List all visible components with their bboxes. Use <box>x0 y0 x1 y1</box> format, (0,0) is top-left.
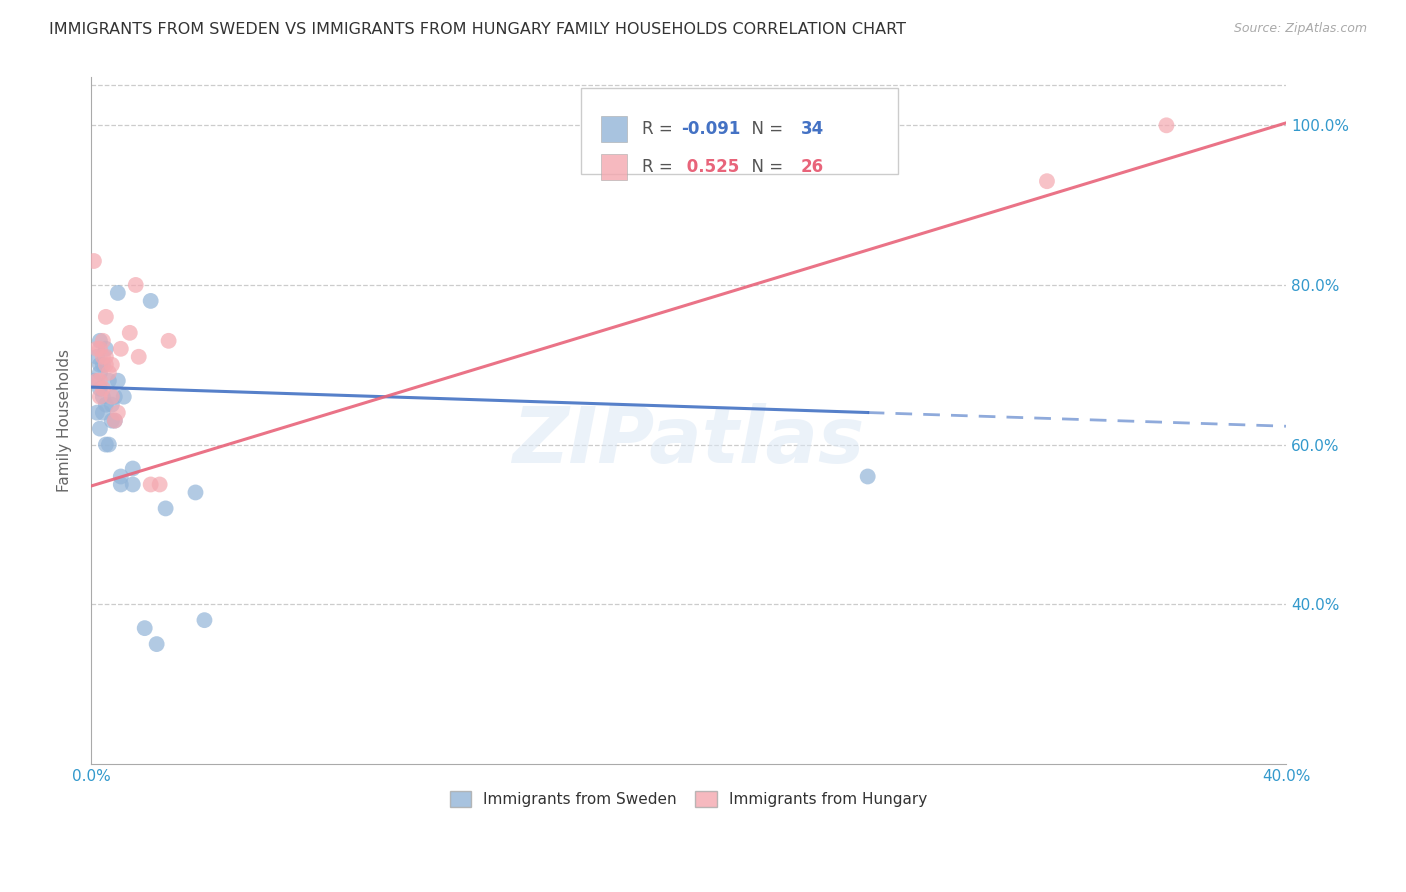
Point <box>104 414 127 428</box>
Point <box>91 382 114 396</box>
Point <box>121 461 143 475</box>
Text: R =: R = <box>641 158 678 176</box>
Point <box>155 501 177 516</box>
Point <box>107 406 129 420</box>
Point <box>86 342 108 356</box>
Point <box>89 366 111 380</box>
Point <box>101 414 124 428</box>
Point <box>104 414 127 428</box>
Point <box>94 437 117 451</box>
Point <box>107 374 129 388</box>
Point <box>86 374 108 388</box>
Point <box>149 477 172 491</box>
Text: N =: N = <box>741 120 789 138</box>
Text: Source: ZipAtlas.com: Source: ZipAtlas.com <box>1233 22 1367 36</box>
Point <box>97 437 120 451</box>
Point <box>145 637 167 651</box>
FancyBboxPatch shape <box>581 87 897 174</box>
Bar <box>602 153 627 179</box>
Point <box>91 334 114 348</box>
Point <box>91 390 114 404</box>
Bar <box>602 116 627 142</box>
Point <box>89 422 111 436</box>
Point <box>83 374 105 388</box>
Text: 0.525: 0.525 <box>682 158 740 176</box>
Point <box>89 334 111 348</box>
Point <box>86 350 108 364</box>
Point <box>856 469 879 483</box>
Point <box>1156 119 1178 133</box>
Point <box>89 374 111 388</box>
Point <box>110 469 132 483</box>
Point <box>94 342 117 356</box>
Point <box>193 613 215 627</box>
Point <box>89 342 111 356</box>
Point <box>94 310 117 324</box>
Text: -0.091: -0.091 <box>682 120 741 138</box>
Text: R =: R = <box>641 120 678 138</box>
Point <box>134 621 156 635</box>
Point <box>107 285 129 300</box>
Text: 26: 26 <box>801 158 824 176</box>
Text: IMMIGRANTS FROM SWEDEN VS IMMIGRANTS FROM HUNGARY FAMILY HOUSEHOLDS CORRELATION : IMMIGRANTS FROM SWEDEN VS IMMIGRANTS FRO… <box>49 22 907 37</box>
Point <box>86 406 108 420</box>
Point <box>110 342 132 356</box>
Point <box>104 390 127 404</box>
Point <box>139 477 162 491</box>
Point <box>125 277 148 292</box>
Point <box>128 350 150 364</box>
Point <box>83 254 105 268</box>
Point <box>94 398 117 412</box>
Point <box>94 358 117 372</box>
Point <box>89 382 111 396</box>
Point <box>110 477 132 491</box>
Point <box>139 293 162 308</box>
Point <box>91 406 114 420</box>
Legend: Immigrants from Sweden, Immigrants from Hungary: Immigrants from Sweden, Immigrants from … <box>441 783 935 814</box>
Point <box>91 358 114 372</box>
Point <box>112 390 135 404</box>
Point <box>1036 174 1059 188</box>
Point <box>157 334 180 348</box>
Point <box>101 398 124 412</box>
Point <box>118 326 141 340</box>
Point <box>89 390 111 404</box>
Text: ZIPatlas: ZIPatlas <box>512 403 865 479</box>
Point <box>101 358 124 372</box>
Point <box>121 477 143 491</box>
Point <box>89 358 111 372</box>
Text: N =: N = <box>741 158 789 176</box>
Point <box>91 350 114 364</box>
Text: 34: 34 <box>801 120 824 138</box>
Point <box>184 485 207 500</box>
Point <box>94 350 117 364</box>
Y-axis label: Family Households: Family Households <box>58 349 72 492</box>
Point <box>97 366 120 380</box>
Point <box>97 374 120 388</box>
Point <box>101 390 124 404</box>
